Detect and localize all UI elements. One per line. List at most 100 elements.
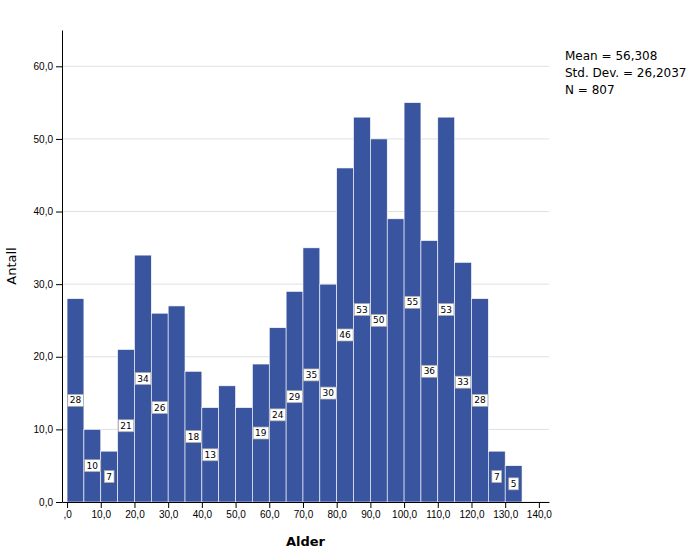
tick-mark xyxy=(236,502,237,508)
bar xyxy=(438,117,455,502)
x-tick: ,0 xyxy=(63,502,72,520)
bar xyxy=(286,291,303,502)
tick-mark xyxy=(56,66,62,67)
data-label: 50 xyxy=(371,314,387,326)
x-tick: 100,0 xyxy=(392,502,417,520)
data-label: 55 xyxy=(405,296,420,308)
x-tick: 10,0 xyxy=(92,502,112,520)
annotation-line: Std. Dev. = 26,2037 xyxy=(565,66,686,80)
data-labels: 2810721342618131924293530465350553653332… xyxy=(68,296,519,490)
y-axis-title: Antall xyxy=(4,247,19,284)
data-label-text: 28 xyxy=(474,395,486,405)
grid-line xyxy=(62,138,549,139)
data-label-box xyxy=(85,460,101,472)
data-label: 7 xyxy=(492,471,502,483)
tick-label: 140,0 xyxy=(527,509,552,520)
annotation-line: Mean = 56,308 xyxy=(565,49,657,63)
data-label: 5 xyxy=(509,478,519,490)
tick-label: 130,0 xyxy=(493,509,518,520)
x-tick: 60,0 xyxy=(260,502,280,520)
data-label-box xyxy=(509,478,519,490)
bar xyxy=(219,386,236,502)
chart: ,0 10,0 20,0 30,0 40,0 50,0 60,0 70,0 80,0 90,0 10… xyxy=(0,0,699,560)
data-label-box xyxy=(455,376,470,388)
data-label-box xyxy=(304,369,319,381)
data-label: 35 xyxy=(304,369,319,381)
x-axis-title: Alder xyxy=(286,534,326,549)
tick-mark xyxy=(505,502,506,508)
data-label: 19 xyxy=(253,427,269,439)
tick-mark xyxy=(202,502,203,508)
tick-mark xyxy=(56,357,62,358)
data-label: 30 xyxy=(321,387,337,399)
data-label-box xyxy=(354,304,369,316)
x-tick: 70,0 xyxy=(294,502,314,520)
tick-label: ,0 xyxy=(63,509,72,520)
tick-label: 120,0 xyxy=(459,509,484,520)
data-label-box xyxy=(118,420,133,432)
tick-mark xyxy=(56,429,62,430)
tick-label: 40,0 xyxy=(193,509,213,520)
data-label-text: 19 xyxy=(255,428,267,438)
data-label-text: 5 xyxy=(511,479,517,489)
grid xyxy=(62,66,549,502)
plot-area: ,0 10,0 20,0 30,0 40,0 50,0 60,0 70,0 80,0 90,0 10… xyxy=(34,31,553,521)
data-label-text: 28 xyxy=(70,395,82,405)
y-tick: 30,0 xyxy=(34,279,62,290)
data-label: 18 xyxy=(186,431,202,443)
data-label-box xyxy=(422,365,438,377)
y-tick: 20,0 xyxy=(34,351,62,362)
data-label-box xyxy=(371,314,387,326)
data-label-text: 53 xyxy=(440,305,451,315)
tick-label: 30,0 xyxy=(159,509,179,520)
data-label-text: 26 xyxy=(154,403,166,413)
data-label-text: 34 xyxy=(137,374,149,384)
data-label: 53 xyxy=(354,304,369,316)
tick-label: 80,0 xyxy=(327,509,347,520)
tick-mark xyxy=(101,502,102,508)
data-label-box xyxy=(203,449,218,461)
data-label-text: 7 xyxy=(494,472,500,482)
tick-label: 70,0 xyxy=(294,509,314,520)
data-label: 28 xyxy=(68,394,84,406)
tick-mark xyxy=(471,502,472,508)
bar xyxy=(303,248,320,502)
data-label: 13 xyxy=(203,449,218,461)
y-tick: 60,0 xyxy=(34,61,62,72)
tick-label: 30,0 xyxy=(34,279,54,290)
x-tick: 90,0 xyxy=(361,502,381,520)
data-label-text: 46 xyxy=(339,330,351,340)
data-label-box xyxy=(337,329,353,341)
data-label: 29 xyxy=(287,391,303,403)
data-label-box xyxy=(405,296,420,308)
tick-mark xyxy=(168,502,169,508)
bar xyxy=(505,466,522,502)
tick-mark xyxy=(269,502,270,508)
tick-label: 60,0 xyxy=(34,61,54,72)
tick-mark xyxy=(337,502,338,508)
bars xyxy=(67,103,522,502)
data-label-text: 33 xyxy=(457,377,468,387)
x-tick: 20,0 xyxy=(125,502,145,520)
data-label: 34 xyxy=(135,373,151,385)
bar xyxy=(168,306,185,502)
bar xyxy=(202,408,219,502)
data-label-text: 21 xyxy=(120,421,131,431)
data-label-box xyxy=(135,373,151,385)
bar xyxy=(84,429,101,502)
tick-mark xyxy=(56,212,62,213)
x-tick: 50,0 xyxy=(226,502,246,520)
data-label-box xyxy=(492,471,502,483)
bar xyxy=(320,284,337,502)
axis-line xyxy=(63,502,550,503)
tick-label: 50,0 xyxy=(34,134,54,145)
data-label-text: 35 xyxy=(306,370,317,380)
tick-mark xyxy=(56,139,62,140)
bar xyxy=(404,103,421,502)
data-label-text: 10 xyxy=(87,461,99,471)
tick-label: 100,0 xyxy=(392,509,417,520)
y-tick: 50,0 xyxy=(34,134,62,145)
data-label-box xyxy=(152,402,168,414)
data-label-box xyxy=(321,387,337,399)
data-label-text: 29 xyxy=(289,392,301,402)
